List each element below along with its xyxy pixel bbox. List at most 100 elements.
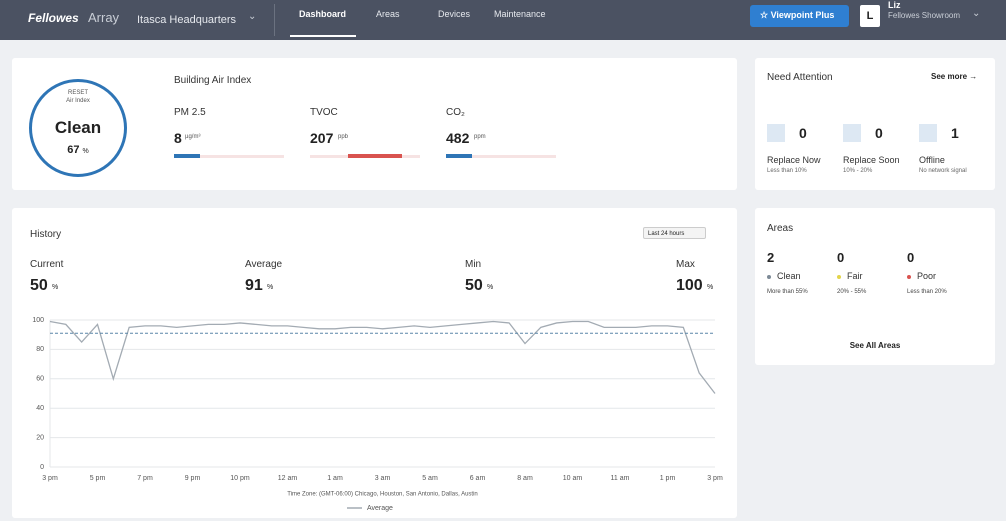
ring-action[interactable]: RESET — [67, 90, 88, 96]
nav-tab[interactable]: Dashboard — [299, 9, 347, 19]
y-tick-label: 20 — [36, 434, 44, 441]
y-tick-label: 100 — [32, 317, 44, 324]
area-label: Fair — [847, 271, 863, 281]
y-tick-label: 40 — [36, 405, 44, 412]
item-note: No network signal — [919, 168, 967, 174]
metric-value: 207 — [310, 130, 334, 146]
viewpoint-button[interactable] — [750, 5, 849, 27]
metric-unit: µg/m³ — [185, 134, 201, 140]
stat-value: 50 — [465, 277, 483, 294]
button-text: Viewpoint Plus — [770, 10, 835, 20]
x-tick-label: 3 am — [375, 475, 391, 482]
metric-name: PM 2.5 — [174, 107, 206, 118]
user-name: Liz — [888, 0, 901, 10]
area-note: 20% - 55% — [837, 289, 867, 295]
x-tick-label: 6 am — [470, 475, 486, 482]
area-label: Poor — [917, 271, 937, 281]
product-name: Array — [88, 10, 120, 25]
area-note: Less than 20% — [907, 289, 947, 295]
metric-bar — [174, 155, 284, 158]
logo: Fellowes — [28, 11, 79, 25]
stat-label: Current — [30, 259, 64, 270]
air-index-ring — [29, 79, 127, 177]
metric-bar — [446, 155, 556, 158]
timezone-note: Time Zone: (GMT-06:00) Chicago, Houston,… — [287, 492, 478, 498]
card-title: Areas — [767, 223, 794, 234]
metric-indicator — [348, 154, 402, 158]
metric-value: 482 — [446, 130, 470, 146]
x-tick-label: 11 am — [611, 475, 630, 482]
area-dot — [767, 275, 771, 279]
card-title: Need Attention — [767, 72, 833, 83]
areas-card — [755, 208, 995, 365]
avatar: L — [860, 5, 880, 27]
area-dot — [837, 275, 841, 279]
nav-tab[interactable]: Devices — [438, 9, 471, 19]
air-index-card — [12, 58, 737, 190]
x-tick-label: 5 am — [422, 475, 438, 482]
stat-label: Average — [245, 259, 283, 270]
item-note: 10% - 20% — [843, 168, 873, 174]
metric-value: 8 — [174, 130, 182, 146]
series-line — [49, 320, 716, 394]
card-title: History — [30, 229, 62, 240]
y-tick-label: 60 — [36, 376, 44, 383]
stat-unit: % — [52, 284, 59, 291]
x-tick-label: 3 pm — [707, 475, 723, 482]
legend-label: Average — [367, 505, 393, 512]
area-count: 0 — [837, 250, 845, 265]
item-count: 0 — [799, 125, 807, 141]
area-count: 0 — [907, 250, 915, 265]
stat-value: 91 — [245, 277, 263, 294]
x-tick-label: 1 pm — [660, 475, 676, 482]
nav-tab[interactable]: Areas — [376, 9, 400, 19]
stat-unit: % — [487, 284, 494, 291]
stat-value: 50 — [30, 277, 48, 294]
x-tick-label: 12 am — [278, 475, 298, 482]
stat-label: Max — [676, 259, 695, 270]
chevron: ⌄ — [248, 11, 257, 22]
item-icon — [919, 124, 937, 142]
range-select[interactable]: Last 24 hours — [643, 227, 706, 239]
button-label: ☆ Viewpoint Plus — [760, 10, 835, 20]
attention-card — [755, 58, 995, 190]
area-dot — [907, 275, 911, 279]
item-icon — [843, 124, 861, 142]
card-title: Building Air Index — [174, 75, 252, 86]
metric-indicator — [446, 154, 472, 158]
divider — [274, 4, 275, 36]
metric-name: CO₂ — [446, 107, 465, 118]
item-note: Less than 10% — [767, 168, 807, 174]
ring-status: Clean — [54, 118, 102, 137]
stat-unit: % — [267, 284, 274, 291]
metric-unit: ppb — [338, 134, 349, 140]
stat-label: Min — [465, 259, 482, 270]
metric-unit: ppm — [474, 134, 486, 140]
item-count: 0 — [875, 125, 883, 141]
x-tick-label: 3 pm — [42, 475, 58, 482]
user-org: Fellowes Showroom — [888, 11, 961, 20]
ring-unit: % — [82, 148, 89, 155]
x-tick-label: 9 pm — [185, 475, 201, 482]
metric-indicator — [174, 154, 200, 158]
tab-indicator — [290, 35, 356, 37]
x-tick-label: 10 am — [563, 475, 583, 482]
see-more-link[interactable]: See more → — [931, 72, 978, 81]
item-label: Replace Soon — [843, 155, 900, 165]
area-note: More than 55% — [767, 289, 808, 295]
metric-name: TVOC — [310, 107, 338, 118]
x-tick-label: 8 am — [517, 475, 533, 482]
x-tick-label: 1 am — [327, 475, 343, 482]
stat-value: 100 — [676, 277, 703, 294]
ring-value: 67 % — [32, 144, 124, 156]
nav-tab[interactable]: Maintenance — [494, 9, 546, 19]
see-all-link[interactable]: See All Areas — [849, 341, 901, 350]
location-select[interactable]: Itasca Headquarters — [137, 14, 237, 26]
chevron[interactable]: ⌄ — [972, 8, 981, 19]
history-card — [12, 208, 737, 518]
item-label: Replace Now — [767, 155, 821, 165]
area-label: Clean — [777, 271, 801, 281]
y-tick-label: 0 — [40, 464, 44, 471]
y-tick-label: 80 — [36, 346, 44, 353]
